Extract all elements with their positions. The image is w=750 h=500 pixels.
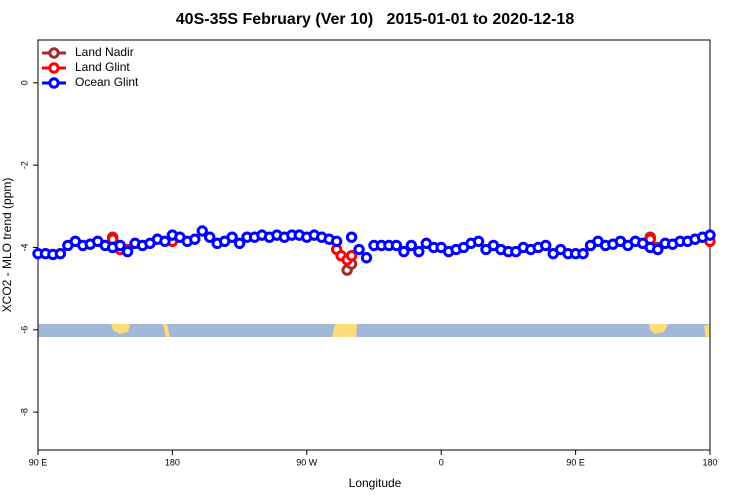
y-tick-label: -4 xyxy=(19,243,29,251)
y-tick-label: -8 xyxy=(19,408,29,416)
land xyxy=(649,324,668,334)
x-tick-label: 0 xyxy=(439,457,444,467)
legend-marker xyxy=(48,77,60,89)
point xyxy=(405,239,418,252)
x-tick-label: 90 E xyxy=(29,457,48,467)
point xyxy=(577,247,589,260)
point xyxy=(330,235,343,247)
x-tick-label: 90 E xyxy=(566,457,585,467)
x-axis-label: Longitude xyxy=(349,476,402,490)
y-axis-label: XCO2 - MLO trend (ppm) xyxy=(0,178,14,313)
point xyxy=(345,231,358,243)
ocean-strip xyxy=(38,324,710,337)
point xyxy=(704,229,716,241)
point xyxy=(121,245,134,258)
point xyxy=(353,243,365,256)
land xyxy=(163,324,170,337)
x-tick-label: 180 xyxy=(165,457,180,467)
x-tick-label: 180 xyxy=(702,457,717,467)
legend-marker xyxy=(48,47,60,59)
point xyxy=(398,245,410,258)
y-tick-label: -6 xyxy=(19,326,29,334)
land xyxy=(332,324,357,337)
point xyxy=(360,252,373,264)
point xyxy=(472,235,485,247)
point xyxy=(159,235,171,247)
point xyxy=(652,243,664,256)
point xyxy=(189,233,201,245)
legend-label: Ocean Glint xyxy=(75,75,139,89)
land xyxy=(111,324,130,334)
point xyxy=(196,225,208,237)
point xyxy=(345,250,358,262)
legend-label: Land Glint xyxy=(75,60,130,74)
point xyxy=(226,231,238,243)
y-tick-label: 0 xyxy=(19,80,29,85)
y-tick-label: -2 xyxy=(19,161,29,169)
chart-title: 40S-35S February (Ver 10) 2015-01-01 to … xyxy=(176,11,575,28)
legend-label: Land Nadir xyxy=(75,45,134,59)
point xyxy=(204,231,216,243)
point xyxy=(413,245,425,258)
map-strip xyxy=(38,324,710,337)
point xyxy=(233,237,246,250)
legend-marker xyxy=(48,62,60,74)
point xyxy=(114,239,126,252)
point xyxy=(540,239,552,252)
point xyxy=(390,239,403,252)
point xyxy=(54,247,67,260)
x-tick-label: 90 W xyxy=(296,457,318,467)
land xyxy=(704,324,710,337)
